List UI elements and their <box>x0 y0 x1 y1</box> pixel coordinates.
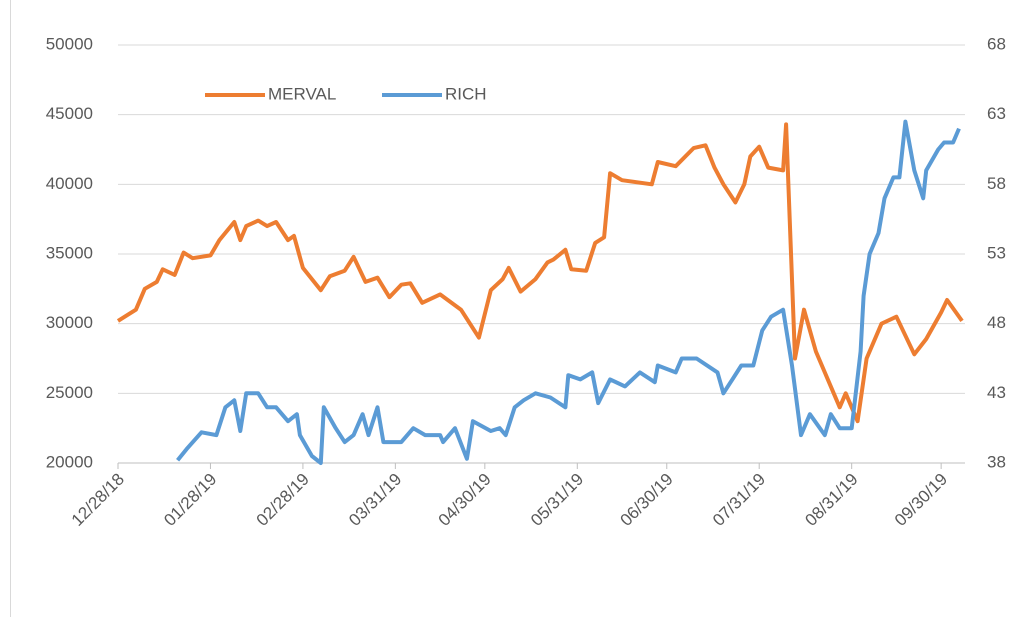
x-tick-label: 02/28/19 <box>253 470 313 530</box>
x-tick-label: 12/28/18 <box>68 470 128 530</box>
y-tick-label: 35000 <box>46 243 93 262</box>
x-tick-label: 09/30/19 <box>891 470 951 530</box>
y-tick-label: 50000 <box>46 34 93 53</box>
y-tick-label: 20000 <box>46 452 93 471</box>
x-tick-label: 06/30/19 <box>617 470 677 530</box>
y-tick-label: 40000 <box>46 174 93 193</box>
y2-tick-label: 48 <box>987 313 1006 332</box>
x-tick-label: 08/31/19 <box>801 470 861 530</box>
series-line <box>116 122 964 424</box>
x-tick-label: 03/31/19 <box>345 470 405 530</box>
y-tick-label: 45000 <box>46 104 93 123</box>
x-tick-label: 07/31/19 <box>709 470 769 530</box>
series-line <box>176 119 961 465</box>
legend-label: RICH <box>445 84 487 103</box>
legend-label: MERVAL <box>268 84 336 103</box>
y-tick-label: 30000 <box>46 313 93 332</box>
x-tick-label: 04/30/19 <box>435 470 495 530</box>
y2-tick-label: 68 <box>987 34 1006 53</box>
x-tick-label: 05/31/19 <box>527 470 587 530</box>
x-tick-label: 01/28/19 <box>160 470 220 530</box>
y2-tick-label: 63 <box>987 104 1006 123</box>
y2-tick-label: 38 <box>987 452 1006 471</box>
y-tick-label: 25000 <box>46 383 93 402</box>
y2-tick-label: 43 <box>987 383 1006 402</box>
y2-tick-label: 58 <box>987 174 1006 193</box>
y2-tick-label: 53 <box>987 243 1006 262</box>
